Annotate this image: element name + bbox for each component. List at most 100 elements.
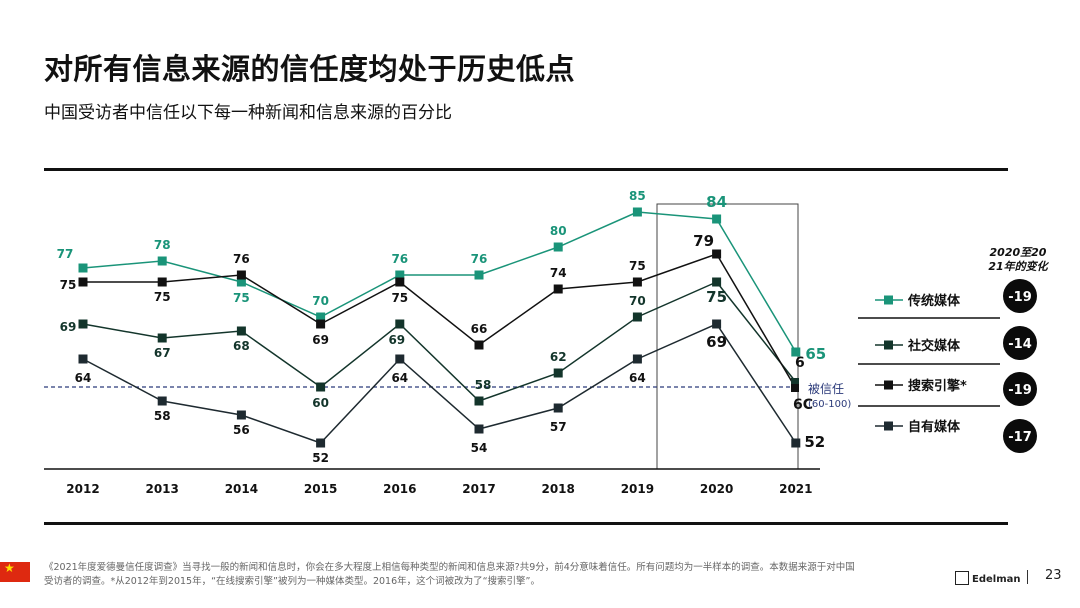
- data-label: 75: [706, 288, 727, 306]
- data-marker: [632, 277, 642, 287]
- series-marker-2-2021: [791, 384, 799, 392]
- data-marker: [632, 207, 642, 217]
- data-marker: [78, 354, 88, 364]
- data-marker: [712, 214, 722, 224]
- data-label: 75: [391, 291, 408, 305]
- x-tick-label: 2018: [541, 482, 574, 496]
- footnote-line-1: 《2021年度爱德曼信任度调查》当寻找一般的新闻和信息时，你会在多大程度上相信每…: [44, 562, 855, 573]
- data-marker: [791, 347, 801, 357]
- data-marker: [316, 319, 326, 329]
- trust-line-label: 被信任: [808, 382, 844, 396]
- x-tick-label: 2013: [145, 482, 178, 496]
- highlight-box-2020: [656, 203, 799, 470]
- data-label: 70: [312, 294, 329, 308]
- data-marker: [395, 354, 405, 364]
- change-badge: [1003, 372, 1037, 406]
- data-marker: [157, 277, 167, 287]
- change-badge: [1003, 279, 1037, 313]
- data-marker: [553, 403, 563, 413]
- data-marker: [474, 340, 484, 350]
- series-line-2-2021-end: [715, 253, 796, 388]
- data-label: 75: [629, 259, 646, 273]
- data-marker: [474, 396, 484, 406]
- data-label: 65: [805, 345, 826, 363]
- change-value: -19: [1008, 383, 1032, 398]
- data-label: 62: [550, 350, 567, 364]
- data-marker: [632, 312, 642, 322]
- data-label: 69: [388, 333, 405, 347]
- change-header-line-2: 21年的变化: [988, 260, 1049, 273]
- data-label: 75: [154, 290, 171, 304]
- change-value: -19: [1008, 290, 1032, 305]
- china-flag-icon: ★: [0, 562, 30, 582]
- x-tick-label: 2014: [225, 482, 258, 496]
- data-label: 77: [57, 247, 74, 261]
- x-tick-label: 2012: [66, 482, 99, 496]
- data-label: 60: [312, 396, 329, 410]
- data-label: 66: [471, 322, 488, 336]
- data-marker: [791, 438, 801, 448]
- data-label: 76: [471, 252, 488, 266]
- data-label: 85: [629, 189, 646, 203]
- change-value: -17: [1008, 430, 1032, 445]
- data-label: 58: [154, 409, 171, 423]
- series-line-0: [82, 211, 797, 353]
- data-marker: [632, 354, 642, 364]
- data-marker: [316, 438, 326, 448]
- data-label: 69: [60, 320, 77, 334]
- data-label: 70: [629, 294, 646, 308]
- x-tick-label: 2020: [700, 482, 733, 496]
- data-label: 69: [706, 333, 727, 351]
- data-label: 84: [706, 193, 727, 211]
- legend-marker: [884, 380, 893, 390]
- data-marker: [157, 256, 167, 266]
- x-tick-label: 2021: [779, 482, 812, 496]
- legend-label: 社交媒体: [907, 338, 961, 354]
- legend-label: 传统媒体: [907, 293, 961, 309]
- data-marker: [474, 424, 484, 434]
- data-label: 69: [312, 333, 329, 347]
- data-label: 52: [804, 433, 825, 451]
- bottom-divider: [44, 522, 1008, 525]
- data-marker: [712, 277, 722, 287]
- data-label-partial: 6C: [793, 397, 813, 413]
- data-label: 52: [312, 451, 329, 465]
- data-marker: [474, 270, 484, 280]
- data-marker: [236, 410, 246, 420]
- x-tick-label: 2016: [383, 482, 416, 496]
- x-tick-label: 2015: [304, 482, 337, 496]
- data-marker: [316, 312, 326, 322]
- data-marker: [236, 326, 246, 336]
- change-badge: [1003, 419, 1037, 453]
- legend-marker: [884, 295, 893, 305]
- data-marker: [157, 396, 167, 406]
- data-label: 64: [75, 371, 92, 385]
- data-marker: [712, 319, 722, 329]
- change-badge: [1003, 326, 1037, 360]
- data-label: 64: [629, 371, 646, 385]
- footnote-line-2: 受访者的调查。*从2012年到2015年，“在线搜索引擎”被列为一种媒体类型。2…: [44, 576, 540, 587]
- legend-label: 自有媒体: [908, 419, 961, 435]
- page-number: 23: [1045, 568, 1062, 583]
- data-label: 58: [475, 378, 492, 392]
- edelman-mark-icon: [955, 571, 969, 585]
- page-subtitle: 中国受访者中信任以下每一种新闻和信息来源的百分比: [44, 103, 452, 123]
- data-label: 75: [60, 278, 77, 292]
- data-label: 80: [550, 224, 567, 238]
- data-label: 68: [233, 339, 250, 353]
- data-marker: [157, 333, 167, 343]
- data-marker: [553, 368, 563, 378]
- data-label: 74: [550, 266, 567, 280]
- data-marker: [236, 277, 246, 287]
- change-header-line-1: 2020至20: [990, 246, 1047, 259]
- page-title: 对所有信息来源的信任度均处于历史低点: [44, 52, 576, 86]
- data-marker: [553, 284, 563, 294]
- data-marker: [395, 270, 405, 280]
- data-label: 56: [233, 423, 250, 437]
- change-value: -14: [1008, 337, 1032, 352]
- data-marker: [78, 319, 88, 329]
- data-label: 76: [233, 252, 250, 266]
- data-label: 67: [154, 346, 171, 360]
- brand-name: Edelman: [972, 574, 1021, 585]
